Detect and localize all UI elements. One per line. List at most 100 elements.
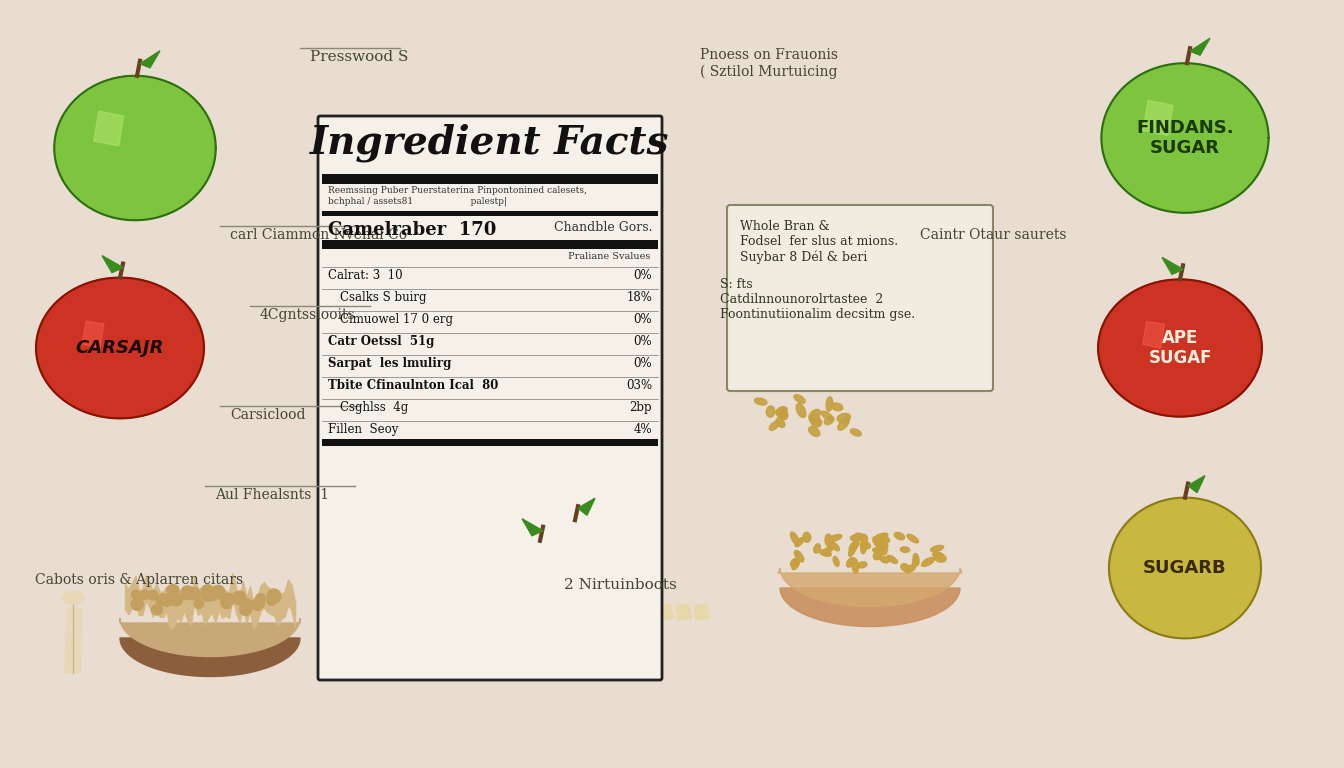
Circle shape xyxy=(267,589,281,603)
Ellipse shape xyxy=(828,535,841,541)
Polygon shape xyxy=(676,604,692,620)
Text: 03%: 03% xyxy=(626,379,652,392)
Text: Reemssing Puber Puerstaterina Pinpontonined calesets,
bchphal / assets81        : Reemssing Puber Puerstaterina Pinpontoni… xyxy=(328,186,587,206)
Circle shape xyxy=(220,593,234,607)
Polygon shape xyxy=(780,588,960,627)
Circle shape xyxy=(181,586,195,600)
Text: 4%: 4% xyxy=(633,423,652,436)
Circle shape xyxy=(253,597,265,608)
Circle shape xyxy=(211,585,224,599)
Ellipse shape xyxy=(813,544,820,553)
Polygon shape xyxy=(120,618,300,657)
FancyBboxPatch shape xyxy=(319,116,663,680)
Ellipse shape xyxy=(876,535,890,543)
Ellipse shape xyxy=(933,552,943,558)
Text: Tbite Cfinaulnton Ical  80: Tbite Cfinaulnton Ical 80 xyxy=(328,379,499,392)
Ellipse shape xyxy=(900,564,910,571)
Ellipse shape xyxy=(875,535,884,545)
Text: Catr Oetssl  51g: Catr Oetssl 51g xyxy=(328,335,434,348)
Ellipse shape xyxy=(802,532,810,542)
Bar xyxy=(323,439,659,446)
Polygon shape xyxy=(102,256,124,273)
Polygon shape xyxy=(1102,63,1269,213)
Circle shape xyxy=(156,595,167,606)
Ellipse shape xyxy=(849,540,859,552)
Ellipse shape xyxy=(754,398,767,405)
Ellipse shape xyxy=(778,409,788,419)
Polygon shape xyxy=(1109,498,1261,638)
Ellipse shape xyxy=(794,395,805,403)
Ellipse shape xyxy=(857,562,867,568)
Ellipse shape xyxy=(913,557,918,567)
Text: carl Ciammon Nvenal Co: carl Ciammon Nvenal Co xyxy=(230,228,407,242)
Ellipse shape xyxy=(809,427,820,436)
Ellipse shape xyxy=(875,541,888,549)
Text: 2 Nirtuinboots: 2 Nirtuinboots xyxy=(563,578,676,592)
Ellipse shape xyxy=(851,535,864,541)
Text: Ingredient Facts: Ingredient Facts xyxy=(310,123,669,161)
Ellipse shape xyxy=(879,541,887,551)
Ellipse shape xyxy=(769,421,780,430)
Text: 18%: 18% xyxy=(626,291,652,304)
Text: Caintr Otaur saurets: Caintr Otaur saurets xyxy=(921,228,1067,242)
Ellipse shape xyxy=(777,406,788,414)
Ellipse shape xyxy=(852,558,859,573)
Ellipse shape xyxy=(820,550,831,556)
Ellipse shape xyxy=(872,548,887,554)
Polygon shape xyxy=(1163,257,1183,274)
Text: Praliane Svalues: Praliane Svalues xyxy=(567,252,650,261)
Circle shape xyxy=(206,588,219,601)
Circle shape xyxy=(169,594,179,604)
Ellipse shape xyxy=(878,533,888,539)
Circle shape xyxy=(188,588,200,600)
Circle shape xyxy=(148,591,157,600)
Circle shape xyxy=(163,596,172,606)
Ellipse shape xyxy=(930,545,943,551)
Text: SUGARB: SUGARB xyxy=(1144,559,1227,577)
Polygon shape xyxy=(517,520,632,626)
Text: Cimuowel 17 0 erg: Cimuowel 17 0 erg xyxy=(340,313,453,326)
Bar xyxy=(323,240,659,249)
Circle shape xyxy=(167,584,179,598)
Ellipse shape xyxy=(894,532,905,540)
Circle shape xyxy=(169,594,183,606)
Text: 0%: 0% xyxy=(633,313,652,326)
Ellipse shape xyxy=(790,558,798,567)
Ellipse shape xyxy=(794,551,804,562)
Bar xyxy=(323,211,659,216)
Ellipse shape xyxy=(851,429,862,436)
Ellipse shape xyxy=(792,560,800,570)
Text: CARSAJR: CARSAJR xyxy=(75,339,164,357)
Text: Cabots oris & Aplarren citars: Cabots oris & Aplarren citars xyxy=(35,573,243,587)
Circle shape xyxy=(202,584,214,598)
Polygon shape xyxy=(521,518,543,536)
Ellipse shape xyxy=(821,411,833,421)
Polygon shape xyxy=(1189,38,1210,55)
Ellipse shape xyxy=(775,409,786,419)
Polygon shape xyxy=(1142,101,1173,135)
Ellipse shape xyxy=(860,539,867,554)
Ellipse shape xyxy=(862,535,867,548)
Text: Calrat: 3  10: Calrat: 3 10 xyxy=(328,269,403,282)
Text: 4Cgntssiooits: 4Cgntssiooits xyxy=(259,308,356,322)
Circle shape xyxy=(255,600,263,608)
Circle shape xyxy=(220,597,233,608)
Polygon shape xyxy=(94,111,124,146)
Ellipse shape xyxy=(907,535,918,543)
Circle shape xyxy=(235,594,243,603)
Ellipse shape xyxy=(824,416,835,425)
Ellipse shape xyxy=(934,554,946,562)
Polygon shape xyxy=(512,561,534,588)
Ellipse shape xyxy=(922,558,934,566)
Ellipse shape xyxy=(809,415,820,424)
Circle shape xyxy=(255,594,265,603)
Ellipse shape xyxy=(828,541,833,551)
Polygon shape xyxy=(778,568,962,607)
Polygon shape xyxy=(120,638,300,677)
Ellipse shape xyxy=(837,418,849,430)
Polygon shape xyxy=(54,76,216,220)
Ellipse shape xyxy=(905,565,915,573)
Text: Csalks S buirg: Csalks S buirg xyxy=(340,291,426,304)
Ellipse shape xyxy=(825,534,832,546)
Polygon shape xyxy=(82,321,103,348)
